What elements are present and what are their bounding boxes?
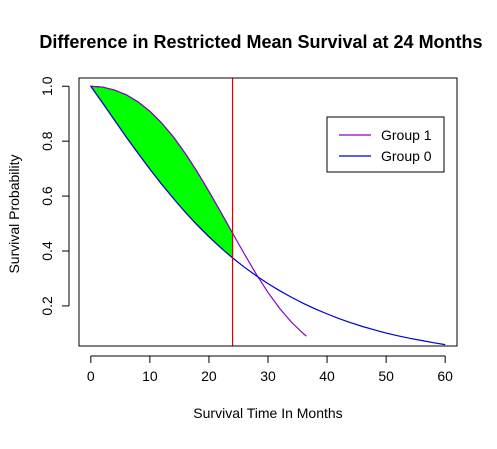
y-tick-label: 0.6	[39, 186, 55, 206]
x-tick-label: 20	[201, 368, 217, 384]
x-axis-label: Survival Time In Months	[193, 405, 342, 421]
y-tick-label: 1.0	[39, 76, 55, 96]
y-tick-label: 0.4	[39, 241, 55, 261]
x-tick-label: 0	[87, 368, 95, 384]
chart-title: Difference in Restricted Mean Survival a…	[39, 32, 482, 52]
legend-box	[326, 116, 445, 173]
x-tick-label: 10	[142, 368, 158, 384]
plot-frame	[78, 77, 458, 347]
series-line-group-1	[90, 85, 307, 337]
x-tick-label: 50	[378, 368, 394, 384]
rmst-difference-region	[89, 85, 234, 259]
x-tick-label: 60	[437, 368, 453, 384]
series-line-group-0	[90, 85, 446, 346]
plot-area: 0 10 20 30 40 50 60 0.2 0.4 0.6 0.8 1.0 Group 1 Group…	[39, 76, 458, 384]
y-tick-label: 0.2	[39, 296, 55, 316]
x-tick-label: 30	[260, 368, 276, 384]
legend-label: Group 1	[381, 127, 432, 143]
x-tick-label: 40	[319, 368, 335, 384]
y-tick-label: 0.8	[39, 131, 55, 151]
legend-label: Group 0	[381, 148, 432, 164]
y-axis-label: Survival Probability	[6, 154, 22, 273]
